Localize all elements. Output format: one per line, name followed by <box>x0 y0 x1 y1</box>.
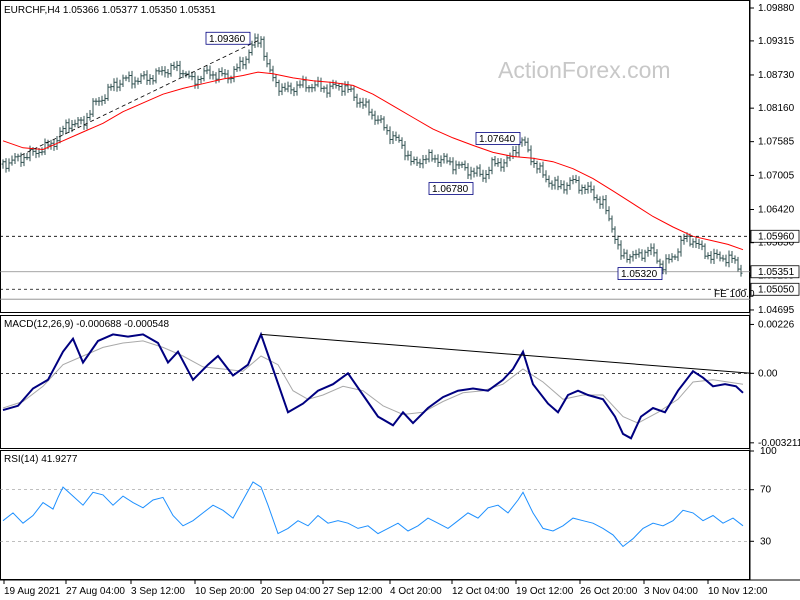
x-axis-tick-label: 10 Nov 12:00 <box>708 586 768 597</box>
x-axis-tick-label: 4 Oct 20:00 <box>390 586 442 597</box>
price-trendline <box>20 40 259 156</box>
macd-y-tick-label: 0.00 <box>758 368 778 379</box>
price-y-tick-label: 1.04695 <box>758 305 795 316</box>
price-chart-title: EURCHF,H4 1.05366 1.05377 1.05350 1.0535… <box>4 5 216 16</box>
price-level-tag-label: 1.05050 <box>758 284 795 295</box>
price-level-tag <box>750 265 800 279</box>
x-axis-tick-label: 20 Sep 04:00 <box>261 586 321 597</box>
x-axis-tick-label: 26 Oct 20:00 <box>580 586 638 597</box>
rsi-y-tick-label: 30 <box>760 536 772 547</box>
price-y-tick-label: 1.09315 <box>758 36 795 47</box>
price-panel: 1.09880 1.09315 1.08730 1.08160 1.07585 1.070… <box>0 3 800 316</box>
x-axis-tick-label: 19 Aug 2021 <box>4 586 61 597</box>
price-level-tag <box>750 282 800 296</box>
price-y-tick-label: 1.07005 <box>758 170 795 181</box>
rsi-y-tick-label: 100 <box>760 446 777 457</box>
price-level-tag <box>750 229 800 243</box>
price-level-tag-label: 1.05960 <box>758 231 795 242</box>
macd-y-tick-label: -0.003211 <box>758 438 800 449</box>
price-annotation-label: 1.05320 <box>621 269 658 280</box>
macd-panel-frame <box>0 315 750 449</box>
price-annotation-label: 1.06780 <box>432 184 469 195</box>
x-axis-tick-label: 27 Sep 12:00 <box>323 586 383 597</box>
macd-panel: 0.00226 0.00 -0.003211 <box>0 319 800 449</box>
watermark: ActionForex.com <box>498 57 671 83</box>
macd-line <box>2 331 744 440</box>
x-axis-tick-label: 3 Sep 12:00 <box>131 586 185 597</box>
price-y-tick-label: 1.05850 <box>758 238 795 249</box>
price-annotation-box <box>475 132 521 145</box>
macd-y-tick-label: 0.00226 <box>758 319 795 330</box>
price-y-tick-label: 1.09880 <box>758 3 795 14</box>
fe-level-label: FE 100.0 <box>714 289 755 300</box>
rsi-panel: 100 70 30 <box>0 446 777 547</box>
moving-average-line <box>2 71 744 251</box>
rsi-line <box>2 481 744 548</box>
axes: 19 Aug 2021 27 Aug 04:00 3 Sep 12:00 10 Sep… <box>3 580 768 597</box>
price-y-tick-label: 1.07585 <box>758 137 795 148</box>
price-panel-frame <box>0 0 750 313</box>
rsi-y-tick-label: 70 <box>760 485 772 496</box>
price-y-tick-label: 1.08730 <box>758 70 795 81</box>
x-axis-tick-label: 10 Sep 20:00 <box>195 586 255 597</box>
price-y-tick-label: 1.08160 <box>758 103 795 114</box>
macd-trendline <box>260 333 752 374</box>
price-annotation-box <box>205 31 251 45</box>
x-axis-tick-label: 3 Nov 04:00 <box>644 586 698 597</box>
price-annotation-label: 1.07640 <box>479 134 516 145</box>
rsi-title: RSI(14) 41.9277 <box>4 454 78 465</box>
x-axis-tick-label: 12 Oct 04:00 <box>452 586 510 597</box>
x-axis-tick-label: 27 Aug 04:00 <box>66 586 125 597</box>
rsi-panel-frame <box>0 450 750 580</box>
x-axis-tick-label: 19 Oct 12:00 <box>516 586 574 597</box>
macd-title: MACD(12,26,9) -0.000688 -0.000548 <box>4 319 170 330</box>
price-level-tag-label: 1.05351 <box>758 267 795 278</box>
price-annotation-box <box>428 182 474 195</box>
price-annotation-box <box>617 267 663 280</box>
price-y-tick-label: 1.06420 <box>758 204 795 215</box>
macd-signal-line <box>2 340 744 424</box>
price-annotation-label: 1.09360 <box>209 34 246 45</box>
